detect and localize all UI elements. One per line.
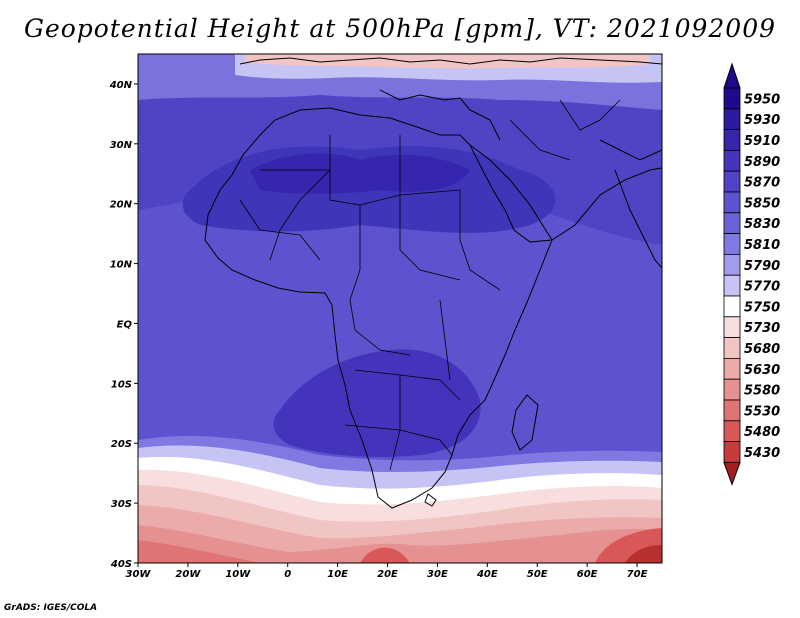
colorbar-label: 5480: [744, 425, 780, 440]
border-line: [509, 119, 571, 161]
colorbar-label: 5430: [744, 446, 780, 461]
arabia-coast: [469, 144, 662, 241]
colorbar-swatch: [723, 108, 741, 131]
colorbar-max-arrow: [723, 62, 741, 89]
credit-text: GrADS: IGES/COLA: [4, 603, 98, 613]
lon-label: 10W: [225, 569, 251, 580]
colorbar-label: 5810: [744, 238, 780, 253]
colorbar-swatch: [723, 337, 741, 359]
lon-label: 40E: [476, 569, 498, 580]
lat-label: 20N: [110, 200, 133, 211]
colorbar-swatch: [723, 87, 741, 110]
colorbar-label: 5930: [744, 113, 780, 128]
lon-label: 60E: [577, 569, 598, 580]
colorbar-label: 5630: [744, 363, 780, 378]
colorbar-label: 5680: [744, 342, 780, 357]
colorbar-label: 5750: [744, 300, 780, 315]
lon-label: 50E: [527, 569, 548, 580]
lat-label: 40N: [109, 80, 133, 91]
colorbar-min-arrow: [723, 461, 741, 486]
lat-label: 20S: [111, 439, 132, 450]
lat-label: 10N: [110, 260, 133, 271]
colorbar-label: 5770: [744, 280, 780, 295]
field-low-southwest: [138, 540, 260, 563]
lon-label: 20W: [175, 569, 201, 580]
colorbar-swatch: [723, 420, 741, 442]
border-line: [349, 205, 411, 356]
border-line: [389, 375, 401, 471]
colorbar-swatch: [723, 149, 741, 172]
colorbar-label: 5830: [744, 217, 780, 232]
latitude-axis: 40N 30N 20N 10N EQ 10S 20S 30S 40S: [109, 80, 138, 570]
india-coast: [614, 169, 662, 269]
lat-label: 10S: [111, 379, 132, 390]
colorbar-swatch: [723, 129, 741, 151]
colorbar-swatch: [723, 378, 741, 401]
country-borders: [239, 99, 621, 471]
plot-frame: [137, 53, 663, 564]
colorbar-swatch: [723, 316, 741, 338]
coastlines: [204, 57, 662, 509]
colorbar-swatch: [723, 274, 741, 297]
field-high-southern-africa: [273, 349, 481, 457]
border-line: [354, 369, 461, 401]
lesotho: [424, 493, 437, 507]
lat-label: 40S: [110, 559, 132, 570]
colorbar-label: 5890: [744, 155, 780, 170]
colorbar-swatch: [723, 295, 741, 318]
map-title: Geopotential Height at 500hPa [gpm], VT:…: [23, 14, 777, 43]
field-low-southeast-core: [625, 545, 662, 563]
lon-label: 0: [284, 569, 291, 580]
height-field: [138, 54, 662, 563]
mediterranean-coast: [379, 89, 501, 141]
border-line: [344, 424, 453, 456]
lon-label: 30E: [427, 569, 448, 580]
colorbar-swatch: [723, 399, 741, 422]
border-line: [269, 135, 331, 261]
colorbar-label: 5950: [744, 92, 780, 107]
lon-label: 20E: [377, 569, 398, 580]
border-line: [239, 199, 321, 261]
colorbar-label: 5910: [744, 134, 780, 149]
colorbar-label: 5580: [744, 384, 780, 399]
colorbar-swatch: [723, 170, 741, 193]
colorbar-label: 5530: [744, 404, 780, 419]
colorbar-label: 5850: [744, 196, 780, 211]
lat-label: 30S: [111, 499, 132, 510]
border-line: [399, 135, 461, 281]
border-line: [260, 169, 461, 206]
border-line: [559, 99, 621, 131]
border-line: [459, 190, 501, 291]
longitude-axis: 30W 20W 10W 0 10E 20E 30E 40E 50E 60E 70E: [126, 563, 648, 580]
europe-coast: [239, 57, 662, 65]
colorbar-label: 5790: [744, 259, 780, 274]
field-high-core: [250, 153, 470, 194]
colorbar-swatch: [723, 233, 741, 255]
field-band-7: [138, 525, 662, 563]
lat-label: EQ: [117, 319, 133, 330]
lon-label: 10E: [327, 569, 348, 580]
colorbar-swatch: [723, 253, 741, 276]
colorbar-label: 5730: [744, 321, 780, 336]
colorbar-swatch: [723, 441, 741, 463]
colorbar-swatch: [723, 357, 741, 380]
lon-label: 70E: [627, 569, 648, 580]
persian-gulf: [599, 139, 662, 161]
lon-label: 30W: [126, 569, 152, 580]
colorbar: 5950 5930 5910 5890 5870 5850 5830 5810 5790 5770…: [723, 62, 780, 486]
colorbar-swatch: [723, 191, 741, 214]
lat-label: 30N: [110, 140, 133, 151]
colorbar-label: 5870: [744, 176, 780, 191]
africa-coast: [204, 107, 553, 509]
field-low-south-center: [360, 547, 410, 563]
border-line: [439, 299, 451, 381]
madagascar: [511, 394, 539, 451]
colorbar-swatch: [723, 212, 741, 235]
